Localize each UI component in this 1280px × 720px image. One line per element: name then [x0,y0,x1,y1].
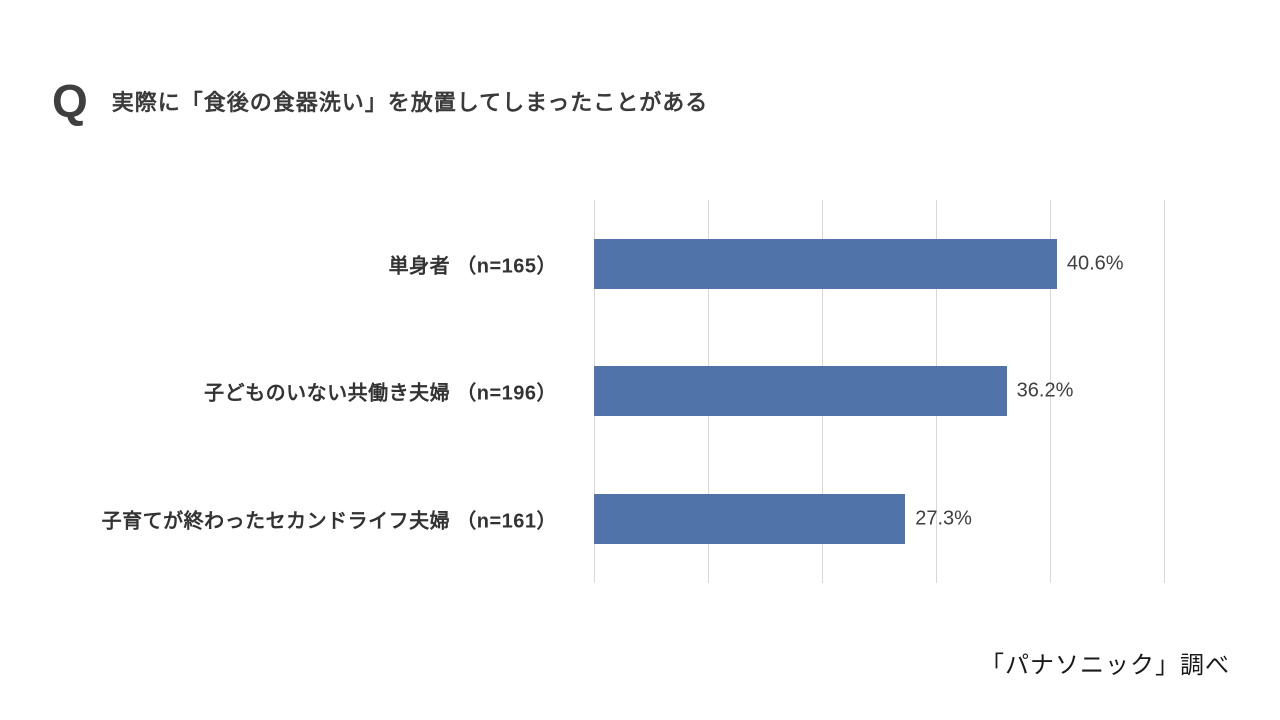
value-label: 40.6% [1066,252,1124,275]
bar [594,238,1057,289]
gridline [1050,200,1051,583]
question-mark-label: Q [52,75,88,127]
page-title: 実際に「食後の食器洗い」を放置してしまったことがある [111,90,709,115]
chart-row: 子どものいない共働き夫婦 （n=196） 36.2% [0,328,1280,456]
gridline [1164,200,1165,583]
source-note: 「パナソニック」調べ [980,652,1230,679]
value-label: 36.2% [1016,379,1074,402]
chart-row: 子育てが終わったセカンドライフ夫婦 （n=161） 27.3% [0,455,1280,583]
category-label: 子育てが終わったセカンドライフ夫婦 （n=161） [101,510,557,533]
category-label: 子どものいない共働き夫婦 （n=196） [204,382,557,405]
chart-row: 単身者 （n=165） 40.6% [0,200,1280,328]
bar [594,366,1007,417]
chart-header: Q 実際に「食後の食器洗い」を放置してしまったことがある [52,78,708,124]
bar-chart: 単身者 （n=165） 40.6% 子どものいない共働き夫婦 （n=196） 36.2… [0,200,1280,583]
bar [594,494,906,545]
category-label: 単身者 （n=165） [388,255,557,278]
value-label: 27.3% [915,507,972,530]
